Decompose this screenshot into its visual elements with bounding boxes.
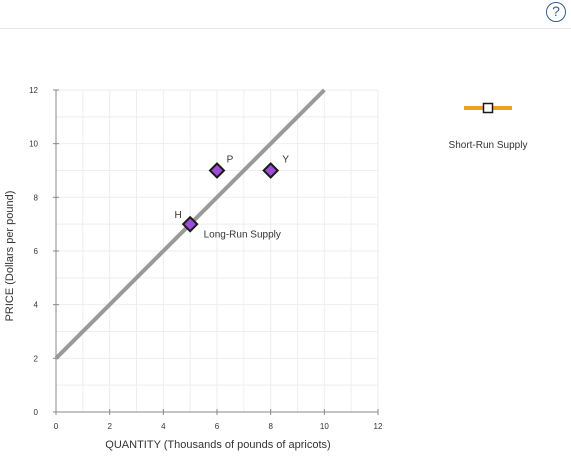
x-tick-label: 2 bbox=[107, 422, 112, 431]
points: H P Y bbox=[175, 155, 289, 233]
x-tick-label: 0 bbox=[54, 422, 59, 431]
point-p[interactable] bbox=[208, 162, 226, 179]
legend-label-short-run-supply: Short-Run Supply bbox=[449, 140, 528, 151]
top-bar: ? bbox=[0, 0, 571, 29]
point-h[interactable] bbox=[181, 215, 199, 233]
help-button[interactable]: ? bbox=[546, 2, 566, 22]
point-label-y: Y bbox=[282, 155, 289, 166]
y-tick-label: 2 bbox=[34, 354, 39, 363]
x-tick-label: 4 bbox=[161, 422, 166, 431]
x-tick-label: 6 bbox=[215, 422, 220, 431]
y-tick-label: 0 bbox=[34, 408, 39, 417]
long-run-supply-label: Long-Run Supply bbox=[204, 230, 281, 241]
y-tick-label: 10 bbox=[29, 140, 38, 149]
x-tick-label: 10 bbox=[320, 422, 329, 431]
y-tick-label: 6 bbox=[34, 247, 39, 256]
x-tick-label: 12 bbox=[374, 422, 383, 431]
x-tick-label: 8 bbox=[268, 422, 273, 431]
legend: Short-Run Supply bbox=[449, 102, 528, 151]
point-label-h: H bbox=[175, 210, 182, 221]
x-axis-label: QUANTITY (Thousands of pounds of apricot… bbox=[105, 439, 330, 451]
axes bbox=[53, 89, 379, 415]
y-axis-label: PRICE (Dollars per pound) bbox=[4, 191, 16, 322]
y-tick-label: 12 bbox=[29, 86, 38, 95]
y-tick-label: 8 bbox=[34, 193, 39, 202]
point-y[interactable] bbox=[262, 162, 280, 179]
tick-labels: 0 2 4 6 8 10 12 0 2 4 6 8 10 12 bbox=[29, 86, 383, 431]
point-label-p: P bbox=[227, 155, 234, 166]
grid bbox=[56, 89, 379, 412]
legend-marker-short-run-supply[interactable] bbox=[482, 102, 494, 114]
y-tick-label: 4 bbox=[34, 301, 39, 310]
